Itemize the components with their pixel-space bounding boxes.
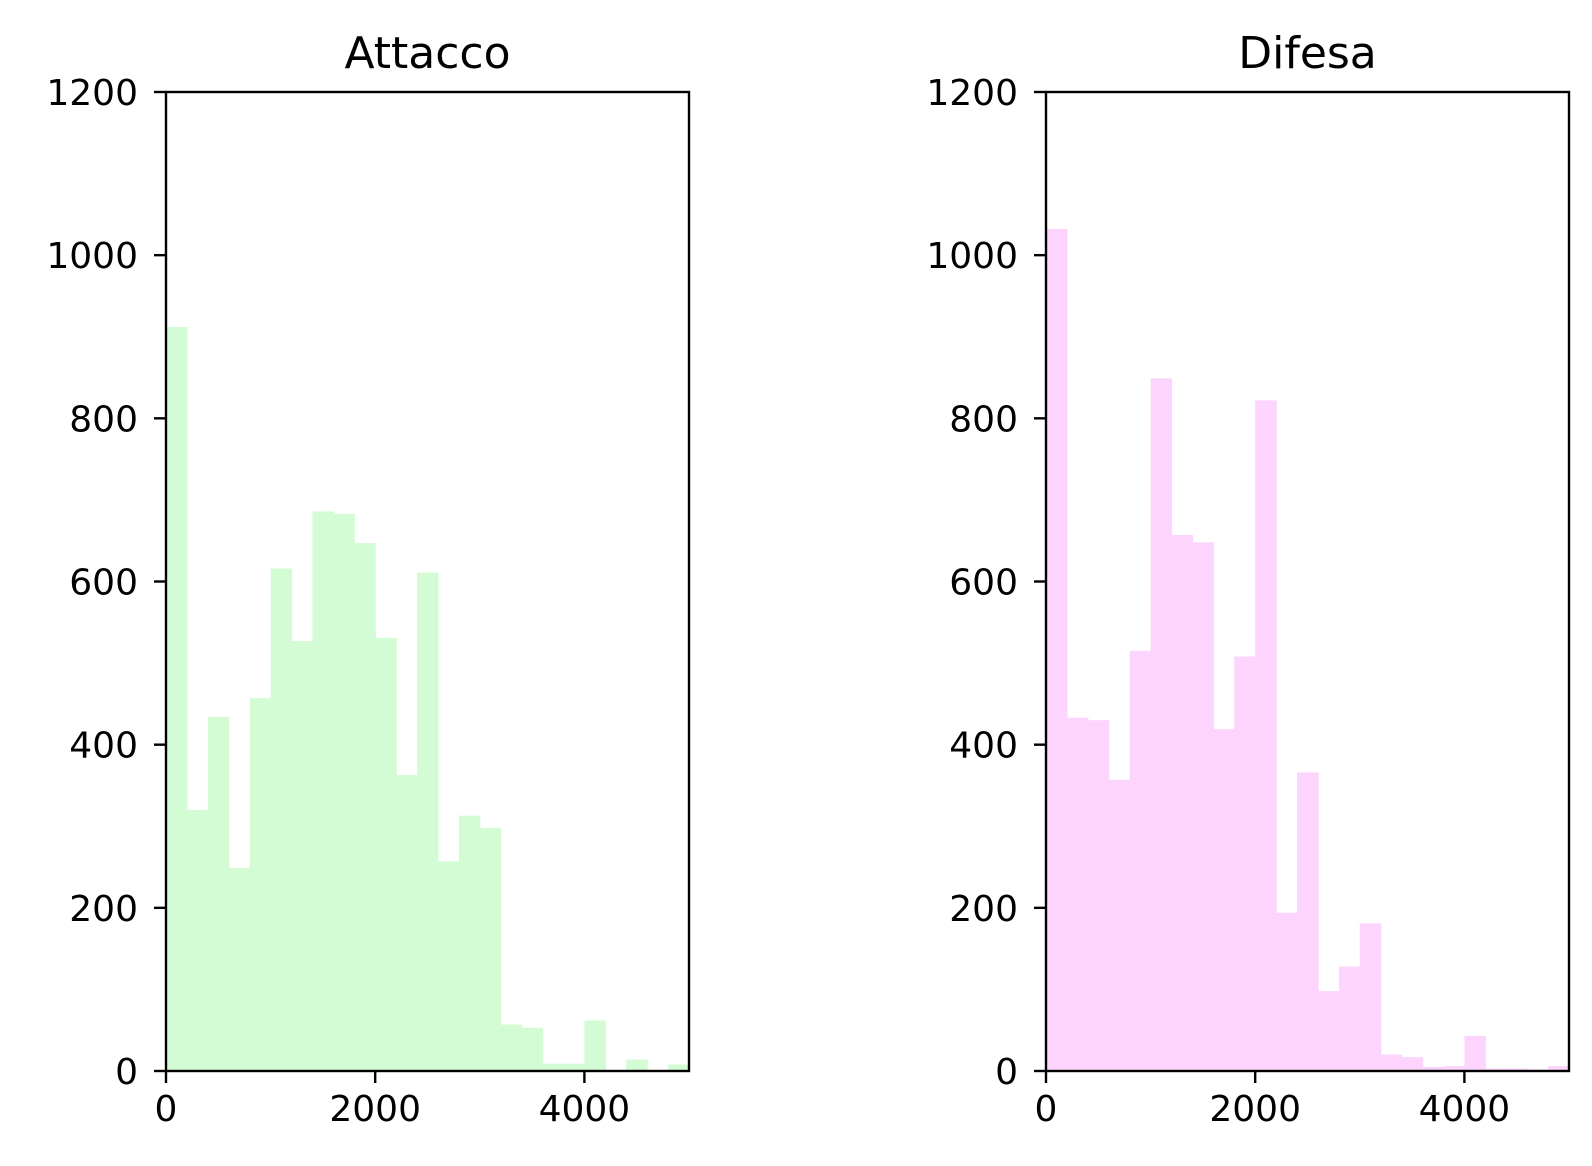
histogram-bar bbox=[500, 1024, 523, 1071]
bars-difesa bbox=[1046, 229, 1570, 1071]
histogram-bar bbox=[1464, 1035, 1486, 1071]
histogram-bar bbox=[521, 1027, 544, 1071]
y-tick-label: 1200 bbox=[46, 73, 138, 114]
histogram-bar bbox=[312, 511, 334, 1071]
histogram-bar bbox=[1317, 991, 1340, 1071]
histogram-bar bbox=[1046, 229, 1068, 1071]
histogram-bar bbox=[1276, 912, 1298, 1071]
histogram-bar bbox=[1443, 1066, 1465, 1071]
histogram-bar bbox=[396, 774, 418, 1071]
histogram-bar bbox=[458, 815, 481, 1071]
histogram-bar bbox=[1297, 772, 1319, 1071]
histogram-bar bbox=[166, 326, 188, 1072]
x-axis-attacco: 0 2000 4000 bbox=[155, 1071, 631, 1130]
y-tick-label: 400 bbox=[69, 726, 138, 767]
x-axis-difesa: 0 2000 4000 bbox=[1035, 1071, 1511, 1130]
histogram-bar bbox=[1485, 1068, 1507, 1071]
y-tick-label: 0 bbox=[995, 1052, 1018, 1093]
bars-attacco bbox=[166, 326, 690, 1072]
x-tick-label: 2000 bbox=[1209, 1089, 1301, 1130]
histogram-bar bbox=[1171, 534, 1194, 1071]
y-tick-label: 1200 bbox=[926, 73, 1018, 114]
histogram-bar bbox=[1108, 779, 1131, 1071]
histogram-bar bbox=[1380, 1054, 1403, 1071]
histogram-bar bbox=[1255, 400, 1277, 1071]
histogram-bar bbox=[354, 543, 376, 1071]
x-tick-label: 0 bbox=[1035, 1089, 1058, 1130]
histogram-bar bbox=[1066, 717, 1089, 1071]
y-tick-label: 200 bbox=[949, 889, 1018, 930]
histogram-bar bbox=[417, 572, 439, 1071]
y-axis-difesa: 0 200 400 600 800 1000 1200 bbox=[926, 73, 1046, 1093]
histogram-bar bbox=[207, 716, 230, 1071]
histogram-bar bbox=[333, 513, 355, 1071]
y-tick-label: 800 bbox=[949, 399, 1018, 440]
histogram-bar bbox=[270, 568, 293, 1071]
histogram-bar bbox=[1401, 1057, 1424, 1071]
histogram-bar bbox=[668, 1064, 690, 1071]
histogram-bar bbox=[186, 809, 209, 1071]
y-tick-label: 0 bbox=[115, 1052, 138, 1093]
histogram-bar bbox=[1506, 1068, 1528, 1071]
histogram-bar bbox=[1234, 656, 1256, 1071]
histogram-bar bbox=[1192, 542, 1214, 1071]
histogram-bar bbox=[1338, 966, 1361, 1071]
histogram-bar bbox=[1359, 923, 1382, 1071]
histogram-bar bbox=[626, 1059, 648, 1071]
panel-difesa: 0 200 400 600 800 1000 1200 0 2000 4000 Difesa bbox=[926, 28, 1571, 1130]
histogram-bar bbox=[542, 1063, 565, 1071]
y-tick-label: 1000 bbox=[46, 236, 138, 277]
histogram-bar bbox=[1548, 1066, 1570, 1071]
histogram-bar bbox=[291, 641, 314, 1071]
histogram-bar bbox=[1422, 1066, 1445, 1071]
histogram-bar bbox=[228, 867, 251, 1071]
histogram-bar bbox=[437, 861, 460, 1071]
chart-title-difesa: Difesa bbox=[1238, 28, 1377, 79]
y-tick-label: 400 bbox=[949, 726, 1018, 767]
histogram-bar bbox=[563, 1063, 585, 1071]
x-tick-label: 4000 bbox=[539, 1089, 631, 1130]
histogram-bar bbox=[1129, 650, 1152, 1071]
histogram-bar bbox=[249, 698, 272, 1071]
x-tick-label: 0 bbox=[155, 1089, 178, 1130]
histogram-bar bbox=[1150, 378, 1173, 1071]
chart-title-attacco: Attacco bbox=[344, 28, 510, 79]
y-tick-label: 200 bbox=[69, 889, 138, 930]
histogram-bar bbox=[479, 827, 502, 1071]
y-tick-label: 800 bbox=[69, 399, 138, 440]
histogram-bar bbox=[584, 1020, 606, 1071]
y-tick-label: 600 bbox=[949, 563, 1018, 604]
panel-attacco: 0 200 400 600 800 1000 1200 0 2000 4000 Attacco bbox=[46, 28, 691, 1130]
y-axis-attacco: 0 200 400 600 800 1000 1200 bbox=[46, 73, 166, 1093]
x-tick-label: 2000 bbox=[329, 1089, 421, 1130]
histogram-bar bbox=[1213, 729, 1235, 1071]
y-tick-label: 600 bbox=[69, 563, 138, 604]
y-tick-label: 1000 bbox=[926, 236, 1018, 277]
x-tick-label: 4000 bbox=[1419, 1089, 1511, 1130]
histogram-bar bbox=[1087, 720, 1110, 1071]
histogram-bar bbox=[375, 637, 397, 1071]
